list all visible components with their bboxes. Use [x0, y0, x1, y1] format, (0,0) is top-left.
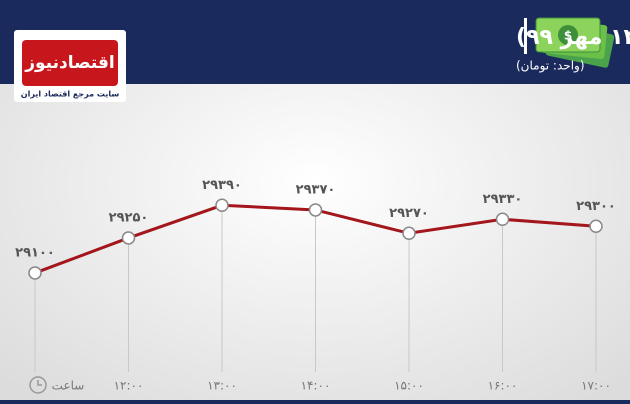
brand: اقتصادنیوز — [24, 53, 115, 73]
x-tick-label: ۱۲:۰۰ — [114, 379, 144, 393]
x-tick-label: ۱۶:۰۰ — [488, 379, 518, 393]
x-tick-label: ۱۴:۰۰ — [301, 379, 331, 393]
value-label: ۲۹۳۷۰ — [296, 182, 336, 197]
value-label: ۲۹۲۷۰ — [389, 206, 429, 221]
svg-text:$: $ — [564, 29, 572, 43]
clock-icon — [29, 376, 47, 394]
point — [215, 198, 229, 213]
point — [121, 231, 136, 245]
title-separator — [524, 18, 527, 54]
money-icon: $ — [535, 17, 615, 68]
value-label: ۲۹۳۳۰ — [483, 192, 523, 207]
x-tick-label: ۱۷:۰۰ — [581, 379, 611, 393]
value-label: ۲۹۳۰۰ — [576, 199, 616, 214]
x-tick-label: ۱۵:۰۰ — [394, 379, 424, 393]
point — [308, 203, 323, 217]
point — [495, 212, 510, 227]
chart-subtitle: (واحد: تومان) — [516, 59, 585, 74]
logo-box — [22, 40, 118, 86]
value-label: ۲۹۲۵۰ — [109, 210, 149, 225]
point — [28, 266, 42, 280]
point — [589, 219, 603, 234]
value-label: ۲۹۱۰۰ — [15, 245, 55, 260]
point — [402, 226, 416, 241]
x-tick-label: ۱۳:۰۰ — [207, 379, 237, 393]
chart-title: روند بهای دلار (دوشنبه ۱۴ مهر ۹۹) — [516, 25, 630, 50]
x-axis-label: ساعت — [52, 379, 85, 393]
brand-tagline: سایت مرجع اقتصاد ایران — [21, 90, 120, 99]
footer-bar — [0, 400, 630, 404]
value-label: ۲۹۳۹۰ — [202, 178, 242, 193]
